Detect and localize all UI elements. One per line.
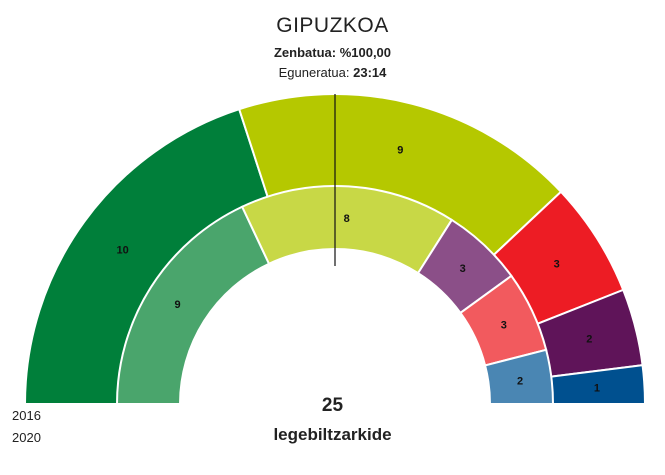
inner-ring-label-2: 8 (344, 213, 350, 225)
updated-label: Eguneratua: (278, 65, 350, 80)
total-seats-label: legebiltzarkide (273, 425, 392, 444)
outer-ring-label-2: 9 (397, 145, 403, 157)
legend-year-inner: 2020 (12, 430, 41, 445)
outer-ring-label-1: 10 (117, 245, 129, 257)
inner-ring-label-3: 3 (460, 263, 466, 275)
inner-ring-label-1: 9 (174, 299, 180, 311)
legend-year-outer: 2016 (12, 408, 41, 423)
total-seats: 25 (321, 395, 344, 416)
inner-ring-label-4: 3 (501, 320, 507, 332)
outer-ring-label-4: 2 (586, 334, 592, 346)
outer-ring-label-5: 1 (594, 383, 600, 395)
chart-title: GIPUZKOA (276, 14, 389, 37)
updated-time: 23:14 (353, 65, 387, 80)
inner-ring-label-5: 2 (517, 376, 523, 388)
updated-status: Eguneratua: 23:14 (0, 65, 665, 80)
outer-ring-label-3: 3 (554, 258, 560, 270)
counted-status: Zenbatua: %100,00 (273, 45, 392, 60)
inner-ring-segment-5 (483, 348, 555, 405)
